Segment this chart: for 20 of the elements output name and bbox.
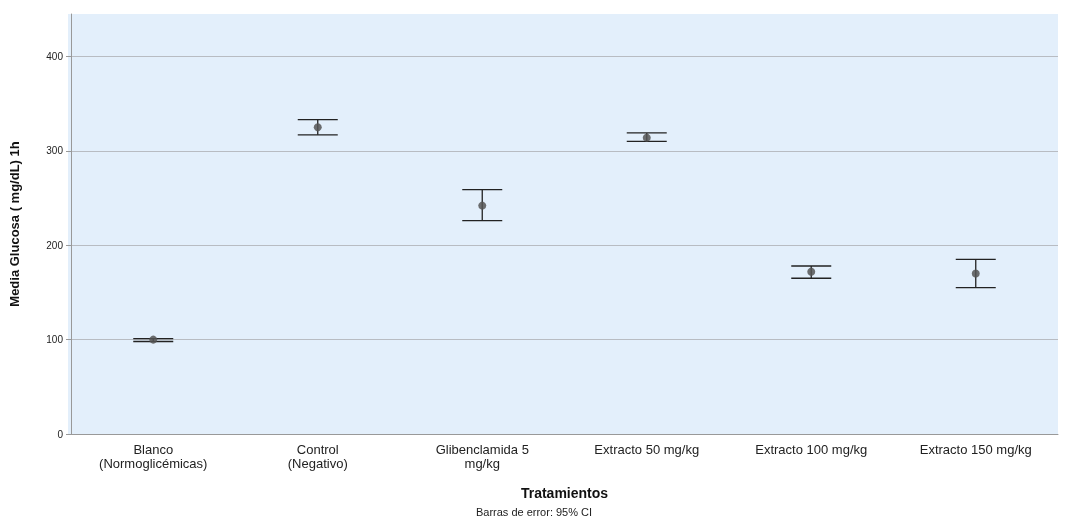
y-tick-label: 300 bbox=[46, 145, 64, 157]
text: Barras de error: 95% CI bbox=[475, 505, 593, 518]
y-tick-label: 400 bbox=[46, 50, 64, 62]
point bbox=[313, 123, 322, 132]
x-axis-title: Tratamientos bbox=[520, 485, 609, 501]
x-tick-label: Extracto 50 mg/kg bbox=[594, 441, 700, 457]
point bbox=[149, 335, 158, 344]
point bbox=[971, 269, 980, 278]
x-tick-label: Glibenclamida 5 mg/kg bbox=[435, 441, 529, 471]
x-tick-label: Control (Negativo) bbox=[287, 441, 348, 471]
y-tick-label: 200 bbox=[46, 239, 64, 251]
y-axis-title: Media Glucosa ( mg/dL) 1h bbox=[7, 141, 22, 307]
point bbox=[478, 201, 487, 210]
x-tick-label: Extracto 100 mg/kg bbox=[755, 441, 868, 457]
y-tick-label: 100 bbox=[46, 334, 64, 346]
x-tick-label: Extracto 150 mg/kg bbox=[919, 441, 1032, 457]
y-tick-label: 0 bbox=[57, 428, 64, 440]
x-tick-label: Blanco (Normoglicémicas) bbox=[99, 441, 208, 471]
point bbox=[642, 133, 651, 142]
point bbox=[807, 267, 816, 276]
